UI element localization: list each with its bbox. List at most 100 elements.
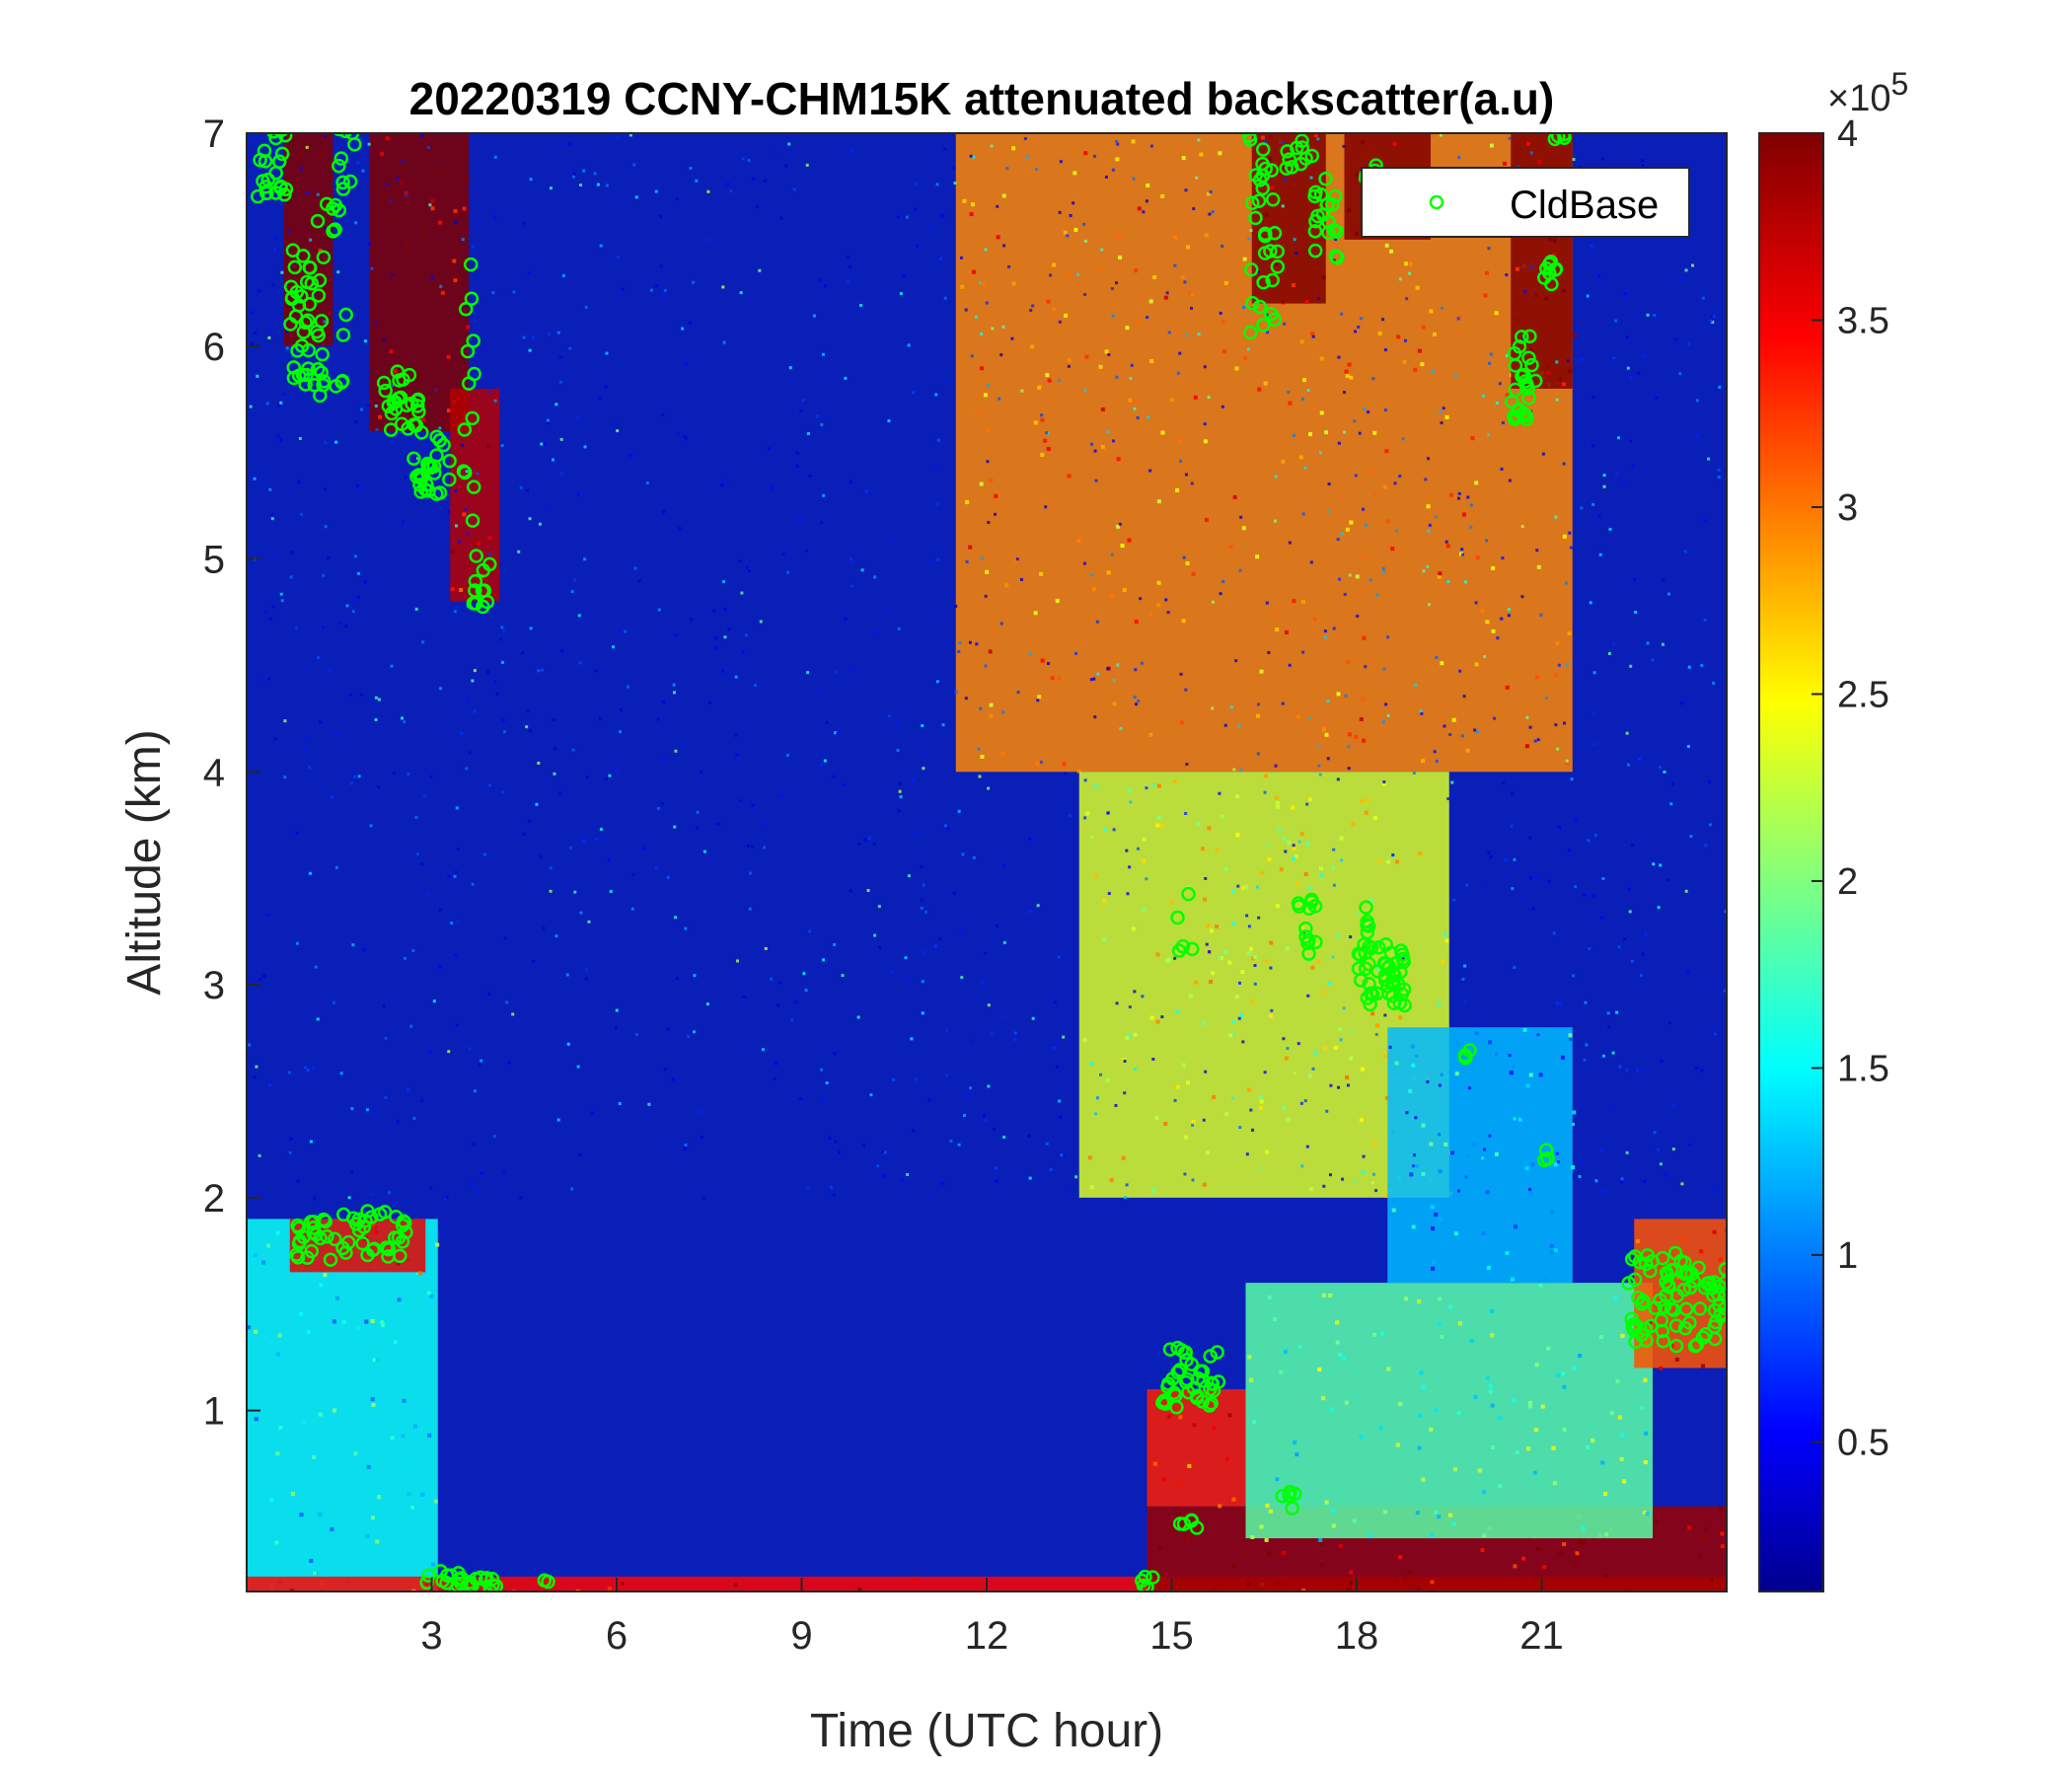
noise-speckle [1090,573,1094,577]
noise-speckle [1434,514,1438,518]
noise-speckle [1295,252,1298,256]
noise-speckle [899,795,903,799]
noise-speckle [738,559,742,563]
heatmap-speckle [1305,842,1310,847]
heatmap-speckle [1178,1415,1183,1420]
heatmap-speckle [1252,1420,1257,1425]
noise-speckle [1420,711,1424,715]
cloud-base-marker [316,250,332,265]
noise-speckle [429,775,433,778]
heatmap-speckle [1486,1265,1491,1270]
noise-speckle [975,642,979,646]
noise-speckle [818,278,822,282]
noise-speckle [1607,1025,1611,1029]
noise-speckle [1123,1196,1127,1200]
heatmap-speckle [1285,946,1290,951]
noise-speckle [687,1034,691,1038]
heatmap-speckle [1354,734,1359,739]
noise-speckle [1116,142,1120,146]
heatmap-speckle [1648,1320,1653,1325]
noise-speckle [327,555,331,559]
heatmap-speckle [1227,1413,1232,1418]
noise-speckle [1634,610,1638,614]
noise-speckle [1572,974,1576,978]
noise-speckle [1591,711,1595,715]
noise-speckle [1543,1115,1547,1119]
heatmap-speckle [1303,871,1308,876]
heatmap-region-fill [1245,1283,1653,1539]
noise-speckle [1218,791,1221,795]
noise-speckle [896,748,900,752]
noise-speckle [323,320,327,324]
noise-speckle [1704,844,1708,848]
heatmap-speckle [332,1319,336,1324]
noise-speckle [864,489,868,493]
noise-speckle [1326,509,1330,513]
noise-speckle [1055,1041,1059,1045]
heatmap-speckle [1384,449,1389,454]
heatmap-speckle [1191,571,1196,576]
cloud-base-marker [466,333,481,348]
noise-speckle [703,850,706,853]
noise-speckle [1397,1176,1401,1180]
noise-speckle [392,772,396,776]
noise-speckle [729,189,733,193]
noise-speckle [480,1059,483,1063]
noise-speckle [898,789,902,793]
noise-speckle [1625,731,1629,735]
heatmap-speckle [1320,1541,1325,1546]
heatmap-speckle [1252,954,1257,959]
cloud-base-marker [1263,244,1278,259]
noise-speckle [279,592,283,596]
y-tick-label: 2 [203,1177,225,1221]
noise-speckle [421,640,425,644]
noise-speckle [1618,1065,1622,1069]
heatmap-speckle [247,1325,252,1330]
noise-speckle [290,354,294,358]
noise-speckle [655,284,659,288]
noise-speckle [906,1172,910,1176]
heatmap-speckle [1474,481,1479,485]
noise-speckle [262,974,266,978]
heatmap-speckle [1456,1042,1461,1047]
noise-speckle [1672,1103,1676,1107]
noise-speckle [1195,176,1199,180]
noise-speckle [662,510,666,514]
cloud-base-marker [1325,196,1340,212]
heatmap-speckle [1201,847,1206,851]
legend-marker [1429,194,1444,210]
noise-speckle [337,622,341,626]
noise-speckle [812,314,816,318]
noise-speckle [542,926,546,930]
noise-speckle [820,520,824,524]
noise-speckle [1361,507,1365,511]
noise-speckle [1359,317,1363,321]
cloud-base-marker [1300,935,1315,951]
noise-speckle [420,1098,424,1102]
noise-speckle [1183,1172,1187,1176]
heatmap-speckle [1127,1033,1132,1038]
heatmap-speckle [1308,432,1313,437]
noise-speckle [1341,1177,1345,1181]
heatmap-speckle [1231,1564,1236,1569]
cloud-base-marker [1351,961,1367,977]
noise-speckle [1424,478,1428,481]
noise-speckle [555,403,558,407]
heatmap-speckle [1231,1019,1236,1024]
noise-speckle [1191,1178,1195,1182]
noise-speckle [1529,151,1533,155]
cloud-base-marker [259,180,273,194]
noise-speckle [501,790,505,794]
noise-speckle [1031,304,1035,308]
noise-speckle [690,618,694,622]
noise-speckle [881,1149,885,1153]
noise-speckle [1342,1006,1346,1010]
heatmap-speckle [1475,555,1480,560]
cloud-base-marker [392,373,407,388]
heatmap-speckle [1295,1452,1299,1457]
noise-speckle [1374,1189,1378,1193]
noise-speckle [860,568,864,572]
heatmap-speckle [1720,1531,1725,1536]
cloud-base-marker [355,1236,370,1251]
heatmap-speckle [1288,401,1293,406]
